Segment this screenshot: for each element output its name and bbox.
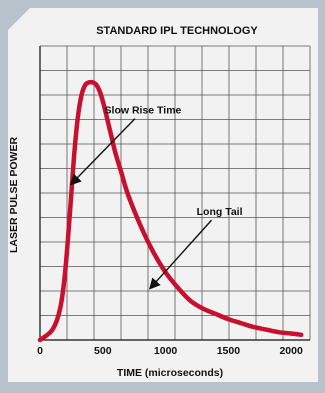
axes <box>39 46 310 341</box>
x-axis-label: TIME (microseconds) <box>117 367 223 379</box>
card-background <box>8 8 318 382</box>
x-tick-labels: 0 500 1000 1500 2000 <box>37 345 303 357</box>
annotation-label: Slow Rise Time <box>105 105 182 117</box>
grid <box>40 45 311 340</box>
chart-title: STANDARD IPL TECHNOLOGY <box>96 25 258 37</box>
annotation-label: Long Tail <box>197 206 243 218</box>
x-tick-label: 500 <box>94 345 112 357</box>
annotations: Slow Rise Time Long Tail <box>69 105 243 290</box>
annotation-arrow <box>149 219 213 290</box>
power-curve <box>37 79 304 343</box>
x-tick-label: 1500 <box>217 345 241 357</box>
x-tick-label: 1000 <box>154 345 178 357</box>
annotation-arrow <box>69 118 136 186</box>
x-tick-label: 0 <box>37 345 43 357</box>
y-axis-label: LASER PULSE POWER <box>8 137 20 254</box>
x-tick-label: 2000 <box>279 345 303 357</box>
